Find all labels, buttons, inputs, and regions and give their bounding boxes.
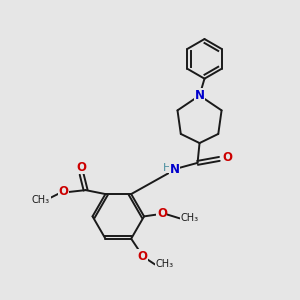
Text: O: O bbox=[59, 184, 69, 198]
Text: N: N bbox=[170, 163, 180, 176]
Text: H: H bbox=[163, 163, 171, 173]
Text: CH₃: CH₃ bbox=[32, 195, 50, 205]
Text: O: O bbox=[137, 250, 147, 263]
Text: O: O bbox=[222, 152, 232, 164]
Text: N: N bbox=[194, 89, 205, 102]
Text: O: O bbox=[157, 207, 167, 220]
Text: CH₃: CH₃ bbox=[156, 260, 174, 269]
Text: CH₃: CH₃ bbox=[181, 213, 199, 224]
Text: O: O bbox=[76, 161, 87, 174]
